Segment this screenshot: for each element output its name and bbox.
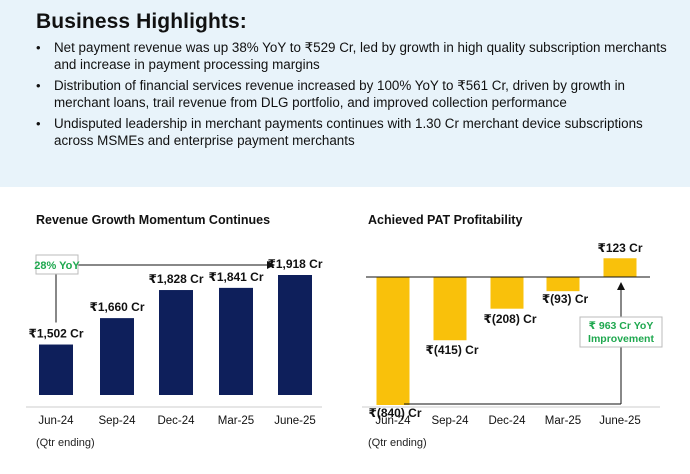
pat-value-label: ₹(415) Cr	[425, 343, 478, 357]
pat-value-label: ₹(840) Cr	[368, 406, 421, 420]
highlights-list: • Net payment revenue was up 38% YoY to ₹…	[36, 40, 676, 154]
revenue-bar	[39, 344, 73, 395]
revenue-category-label: Jun-24	[38, 415, 74, 427]
bullet-icon: •	[36, 78, 41, 93]
business-highlights-panel: Business Highlights: • Net payment revenu…	[0, 0, 690, 187]
revenue-chart-title: Revenue Growth Momentum Continues	[36, 213, 271, 227]
revenue-bar	[159, 290, 193, 395]
revenue-value-label: ₹1,660 Cr	[89, 300, 144, 314]
revenue-bar	[278, 275, 312, 395]
pat-category-label: Jun-24	[375, 415, 411, 427]
yoy-growth-text: 28% YoY	[34, 260, 80, 272]
pat-category-label: June-25	[599, 415, 641, 427]
highlight-item: • Net payment revenue was up 38% YoY to ₹…	[36, 40, 676, 73]
pat-bar	[376, 277, 410, 405]
bullet-icon: •	[36, 40, 41, 55]
revenue-category-label: Sep-24	[98, 415, 136, 427]
highlight-text: Undisputed leadership in merchant paymen…	[54, 116, 643, 148]
pat-profitability-chart: Jun-24 Sep-24 Dec-24 Mar-25 June-25 ₹(840) Cr…	[362, 241, 663, 427]
highlight-text: Distribution of financial services reven…	[54, 78, 625, 110]
revenue-category-label: June-25	[274, 415, 316, 427]
pat-category-label: Dec-24	[488, 415, 526, 427]
revenue-bar	[219, 287, 253, 395]
improvement-text-line: ₹ 963 Cr YoY	[589, 320, 654, 332]
pat-category-label: Sep-24	[431, 415, 469, 427]
highlight-text: Net payment revenue was up 38% YoY to ₹5…	[54, 40, 667, 72]
improvement-badge	[579, 316, 663, 348]
revenue-footnote: (Qtr ending)	[36, 437, 95, 449]
highlight-item: • Distribution of financial services reve…	[36, 78, 676, 111]
yoy-growth-badge	[35, 254, 79, 275]
pat-category-label: Mar-25	[545, 415, 581, 427]
pat-chart-title: Achieved PAT Profitability	[368, 213, 523, 227]
highlights-title: Business Highlights:	[36, 10, 247, 33]
revenue-value-label: ₹1,502 Cr	[28, 327, 83, 341]
pat-value-label: ₹(93) Cr	[542, 292, 589, 306]
revenue-value-label: ₹1,828 Cr	[148, 272, 203, 286]
revenue-value-label: ₹1,918 Cr	[267, 257, 322, 271]
pat-value-label: ₹123 Cr	[597, 241, 642, 255]
highlight-item: • Undisputed leadership in merchant payme…	[36, 116, 676, 149]
bullet-icon: •	[36, 116, 41, 131]
revenue-growth-chart: ₹1,502 Cr Jun-24 ₹1,660 Cr Sep-24 ₹1,828 Cr D…	[26, 254, 323, 427]
pat-bar	[433, 277, 467, 341]
revenue-category-label: Mar-25	[218, 415, 254, 427]
pat-value-label: ₹(208) Cr	[483, 312, 536, 326]
pat-footnote: (Qtr ending)	[368, 437, 427, 449]
pat-bar	[490, 277, 524, 309]
pat-bar	[546, 277, 580, 292]
revenue-bar	[100, 318, 134, 395]
revenue-value-label: ₹1,841 Cr	[208, 270, 263, 284]
improvement-text-line: Improvement	[588, 333, 654, 345]
pat-bar	[603, 258, 637, 277]
revenue-category-label: Dec-24	[157, 415, 195, 427]
